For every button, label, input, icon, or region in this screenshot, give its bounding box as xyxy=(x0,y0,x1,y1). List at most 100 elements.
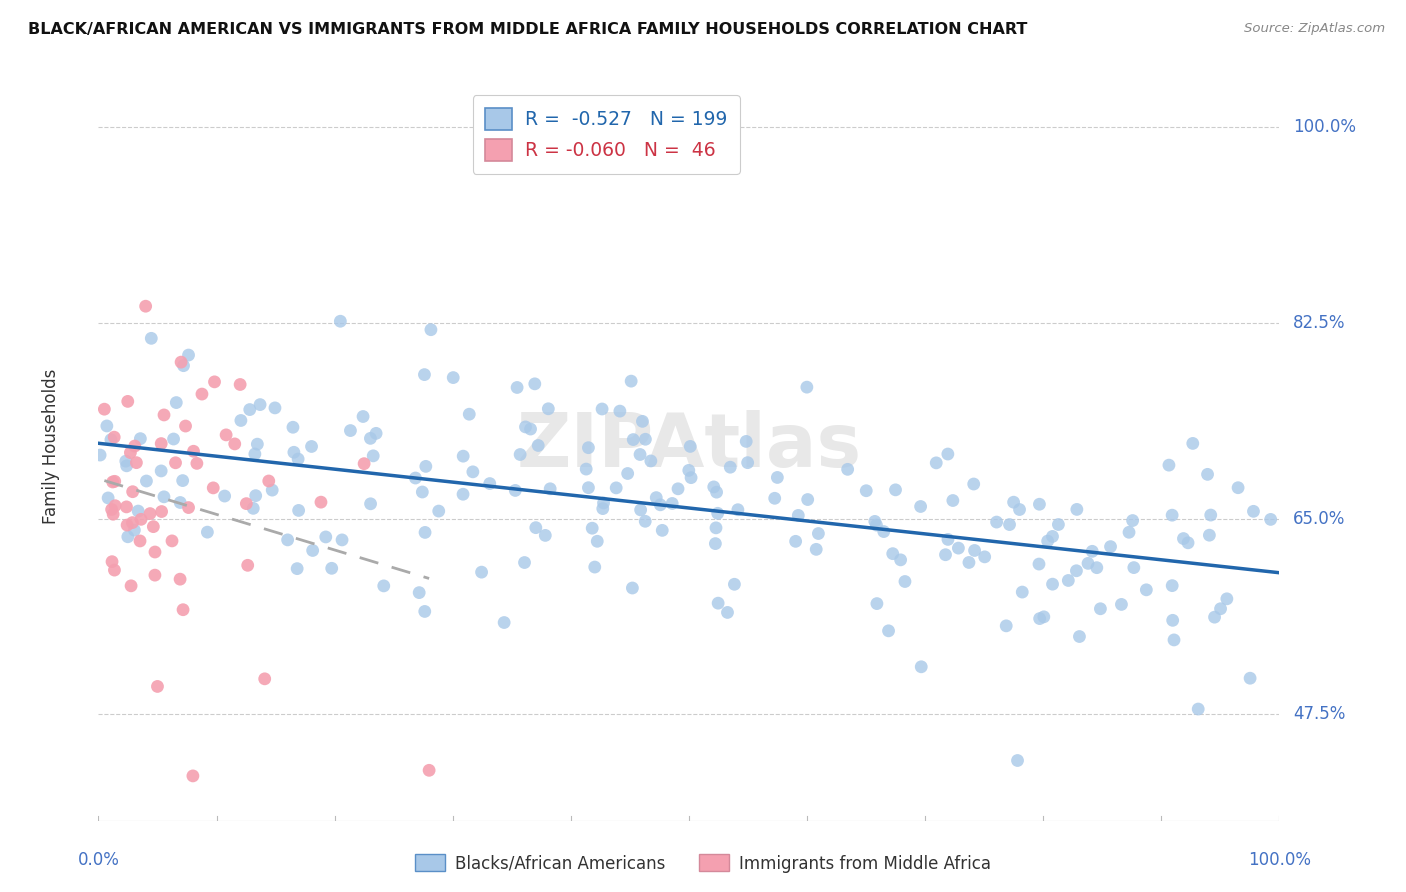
Point xyxy=(787,508,810,523)
Point xyxy=(703,480,725,494)
Point xyxy=(1008,502,1031,516)
Point xyxy=(93,402,115,417)
Point xyxy=(413,368,436,382)
Point xyxy=(1028,611,1050,625)
Point xyxy=(995,619,1018,633)
Point xyxy=(1227,481,1250,495)
Point xyxy=(257,474,280,488)
Point xyxy=(1057,574,1080,588)
Point xyxy=(575,462,598,476)
Point xyxy=(1081,544,1104,558)
Point xyxy=(704,536,727,550)
Point xyxy=(101,475,124,489)
Point xyxy=(301,543,323,558)
Point xyxy=(592,496,614,510)
Point xyxy=(1111,598,1133,612)
Point xyxy=(172,603,194,617)
Point xyxy=(352,409,374,424)
Point xyxy=(678,463,700,477)
Point xyxy=(1181,436,1204,450)
Point xyxy=(1007,754,1029,768)
Point xyxy=(186,456,208,470)
Point xyxy=(115,518,138,533)
Point xyxy=(404,471,426,485)
Point xyxy=(141,331,163,345)
Point xyxy=(1199,508,1222,522)
Point xyxy=(936,533,959,547)
Point xyxy=(1066,502,1088,516)
Point xyxy=(283,445,305,459)
Point xyxy=(89,448,111,462)
Point xyxy=(936,447,959,461)
Point xyxy=(177,348,200,362)
Point xyxy=(121,516,143,530)
Point xyxy=(150,464,173,478)
Point xyxy=(413,525,436,540)
Point xyxy=(287,503,309,517)
Point xyxy=(519,422,541,436)
Point xyxy=(706,506,728,520)
Point xyxy=(620,374,643,388)
Point xyxy=(592,501,614,516)
Point xyxy=(169,495,191,509)
Point xyxy=(506,380,529,394)
Point xyxy=(679,439,702,453)
Point xyxy=(706,485,728,500)
Point xyxy=(866,597,889,611)
Point xyxy=(117,530,139,544)
Point xyxy=(634,514,657,528)
Point xyxy=(458,407,481,421)
Point xyxy=(1066,564,1088,578)
Point xyxy=(1011,585,1033,599)
Point xyxy=(339,424,361,438)
Point xyxy=(246,437,269,451)
Point xyxy=(214,489,236,503)
Point xyxy=(1077,557,1099,571)
Point xyxy=(785,534,807,549)
Text: Family Households: Family Households xyxy=(42,368,60,524)
Point xyxy=(1135,582,1157,597)
Point xyxy=(986,515,1008,529)
Point xyxy=(101,507,124,521)
Point xyxy=(471,565,494,579)
Point xyxy=(165,395,187,409)
Point xyxy=(143,568,166,582)
Point xyxy=(373,579,395,593)
Point xyxy=(1042,529,1064,543)
Point xyxy=(114,454,136,468)
Point xyxy=(101,555,124,569)
Point xyxy=(129,533,152,548)
Point xyxy=(894,574,917,589)
Point xyxy=(360,497,382,511)
Point xyxy=(408,585,430,599)
Legend: R =  -0.527   N = 199, R = -0.060   N =  46: R = -0.527 N = 199, R = -0.060 N = 46 xyxy=(472,95,740,174)
Point xyxy=(1099,540,1122,554)
Point xyxy=(135,474,157,488)
Point xyxy=(581,521,603,535)
Point xyxy=(104,499,127,513)
Text: 47.5%: 47.5% xyxy=(1294,706,1346,723)
Point xyxy=(315,530,337,544)
Point xyxy=(239,402,262,417)
Point xyxy=(942,493,965,508)
Point xyxy=(963,543,986,558)
Point xyxy=(321,561,343,575)
Point xyxy=(153,490,176,504)
Point xyxy=(100,502,122,516)
Point xyxy=(1163,632,1185,647)
Point xyxy=(183,444,205,458)
Point xyxy=(124,523,146,537)
Point xyxy=(427,504,450,518)
Point xyxy=(1239,671,1261,685)
Point xyxy=(583,560,606,574)
Point xyxy=(807,526,830,541)
Point xyxy=(877,624,900,638)
Point xyxy=(621,581,644,595)
Point xyxy=(277,533,299,547)
Point xyxy=(890,553,912,567)
Point xyxy=(973,549,995,564)
Point xyxy=(1118,525,1140,540)
Point xyxy=(135,299,157,313)
Point xyxy=(120,579,142,593)
Point xyxy=(591,402,613,417)
